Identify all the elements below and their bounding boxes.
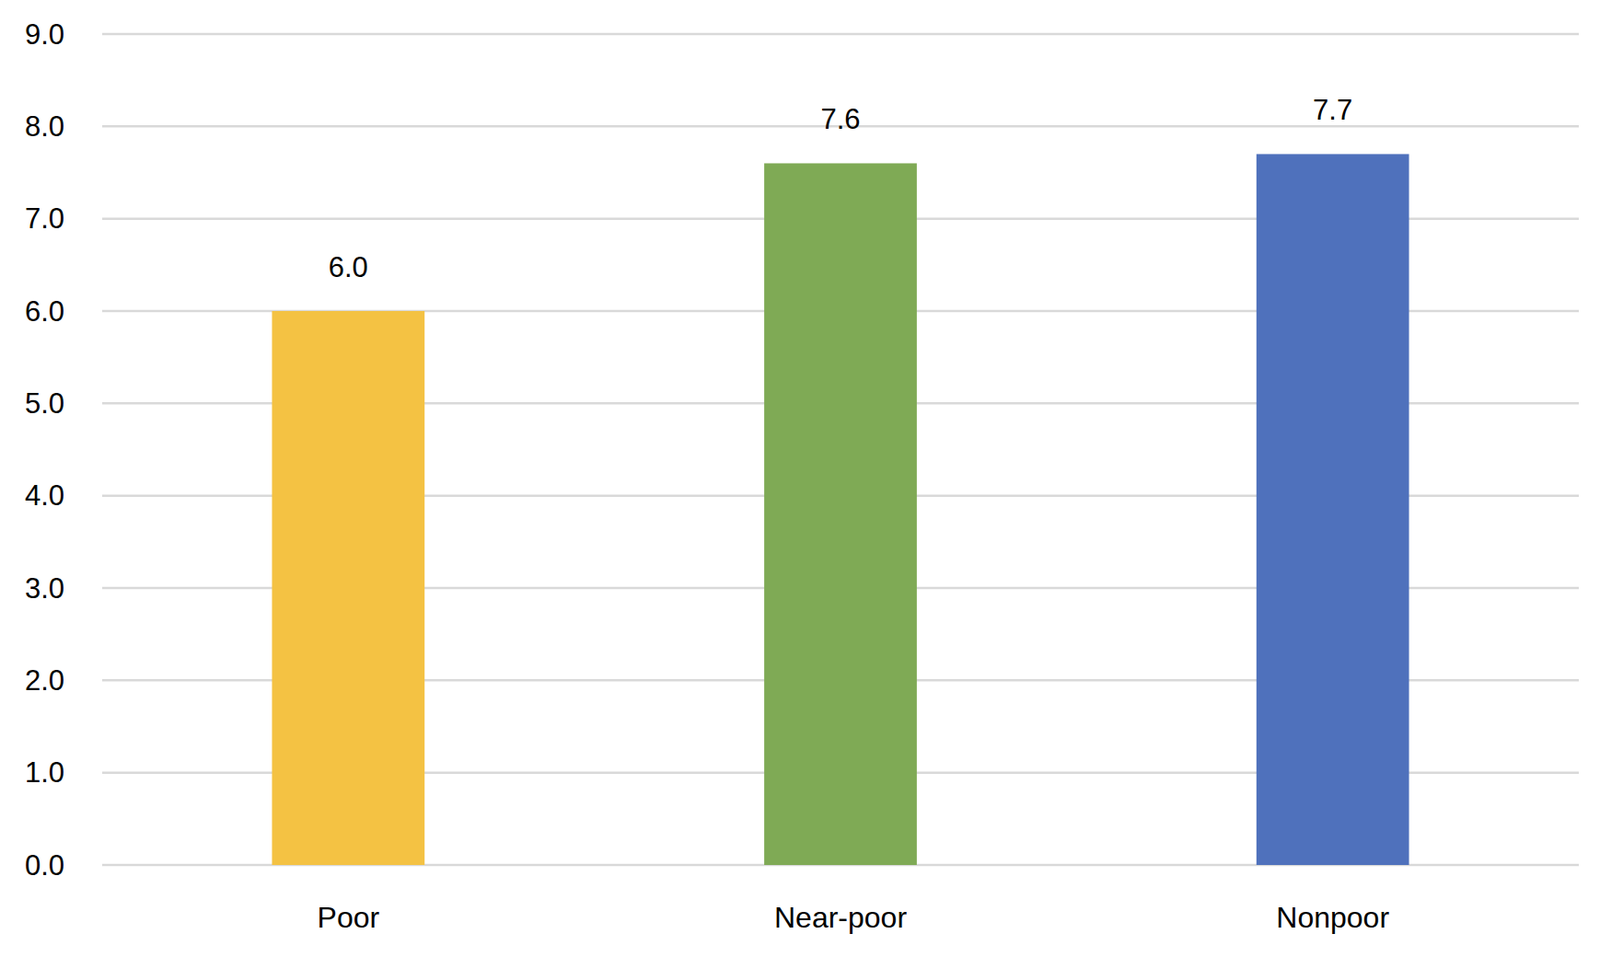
y-tick-label: 0.0 bbox=[24, 849, 65, 882]
y-tick-label: 9.0 bbox=[24, 18, 65, 51]
bar bbox=[764, 162, 917, 866]
y-tick-label: 3.0 bbox=[24, 572, 65, 605]
y-tick-label: 8.0 bbox=[24, 110, 65, 143]
data-label: 6.0 bbox=[328, 251, 369, 284]
y-tick-label: 6.0 bbox=[24, 295, 65, 328]
data-label: 7.6 bbox=[820, 103, 860, 136]
x-tick-label: Nonpoor bbox=[1275, 901, 1390, 935]
y-tick-label: 1.0 bbox=[24, 756, 65, 789]
bar bbox=[271, 311, 425, 866]
chart: 0.0 1.0 2.0 3.0 4.0 5.0 6.0 7.0 8.0 9.0 6.0 Poor 7.6… bbox=[0, 0, 1600, 957]
y-tick-label: 4.0 bbox=[24, 479, 65, 512]
bar bbox=[1256, 153, 1410, 866]
y-tick-label: 7.0 bbox=[24, 202, 65, 235]
bars bbox=[271, 153, 1409, 866]
data-label: 7.7 bbox=[1312, 93, 1353, 127]
grid-line bbox=[102, 33, 1579, 36]
x-tick-label: Poor bbox=[317, 901, 381, 935]
grid bbox=[102, 34, 1579, 866]
y-tick-label: 2.0 bbox=[24, 664, 65, 697]
y-tick-label: 5.0 bbox=[24, 387, 65, 420]
x-tick-label: Near-poor bbox=[774, 901, 907, 935]
